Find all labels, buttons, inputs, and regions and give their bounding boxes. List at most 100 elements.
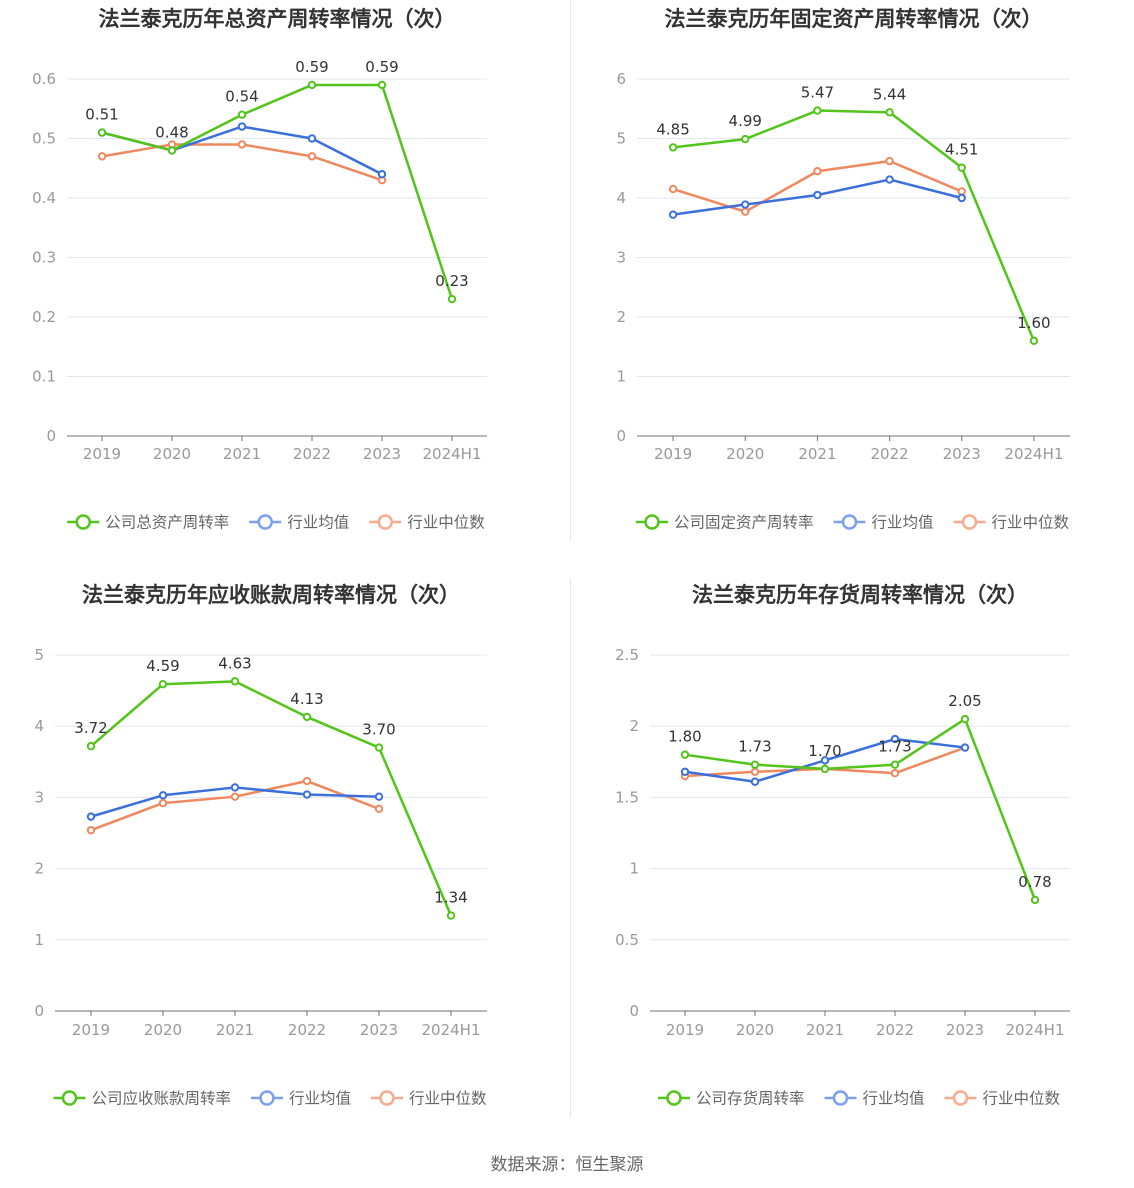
- data-point-industry_median: [813, 167, 822, 176]
- x-tick-label: 2023: [360, 1021, 398, 1039]
- data-label: 4.13: [290, 690, 323, 708]
- x-tick-label: 2020: [153, 445, 191, 463]
- data-label: 1.60: [1017, 314, 1050, 332]
- legend-item-company: 公司存货周转率: [658, 1090, 805, 1108]
- data-point-industry_avg: [890, 734, 900, 744]
- x-tick-label: 2020: [736, 1021, 774, 1039]
- x-tick-label: 2019: [72, 1021, 110, 1039]
- chart-title: 法兰泰克历年应收账款周转率情况（次）: [82, 583, 460, 607]
- series-line-company: [672, 109, 1036, 342]
- data-point-company: [167, 146, 177, 155]
- legend-marker: [257, 514, 273, 530]
- legend-item-industry-median: 行业中位数: [944, 1090, 1061, 1108]
- data-label: 1.73: [878, 738, 911, 756]
- data-source-note: 数据来源：恒生聚源: [490, 1155, 644, 1175]
- legend-label: 公司总资产周转率: [105, 514, 229, 532]
- series-line-company: [101, 83, 454, 300]
- legend-marker: [644, 514, 660, 530]
- data-label: 4.99: [729, 112, 762, 130]
- data-point-company: [1030, 895, 1040, 905]
- legend-marker: [952, 1090, 969, 1106]
- legend-label: 行业均值: [289, 1090, 351, 1108]
- chart-svg: 法兰泰克历年固定资产周转率情况（次） 0 1 2 3 4 5 6 2019 2020 2021 202…: [616, 7, 1070, 532]
- x-tick-label: 2021: [806, 1021, 844, 1039]
- legend-item-industry-avg: 行业均值: [833, 514, 934, 532]
- data-point-company: [750, 760, 760, 769]
- vertical-divider-top: [570, 0, 571, 540]
- data-label: 0.51: [85, 106, 118, 124]
- legend-marker: [61, 1090, 78, 1106]
- data-point-industry_median: [885, 156, 894, 166]
- data-point-industry_avg: [741, 200, 750, 209]
- y-tick-label: 0.1: [32, 368, 56, 386]
- data-point-industry_median: [237, 140, 247, 149]
- chart-svg: 法兰泰克历年应收账款周转率情况（次） 0 1 2 3 4 5 2019 2020 2021 2022…: [34, 583, 487, 1108]
- data-point-industry_avg: [813, 190, 822, 200]
- data-point-company: [820, 764, 830, 774]
- y-tick-label: 0.5: [32, 130, 56, 148]
- data-point-company: [374, 743, 384, 752]
- data-point-industry_avg: [307, 134, 317, 143]
- legend-item-industry-avg: 行业均值: [251, 1090, 351, 1108]
- y-tick-label: 2: [616, 308, 626, 326]
- y-tick-label: 2: [629, 717, 639, 735]
- data-point-company: [158, 679, 168, 689]
- x-tick-label: 2019: [654, 445, 692, 463]
- legend-marker: [259, 1090, 275, 1106]
- data-label: 4.63: [218, 654, 251, 672]
- data-point-industry_median: [668, 184, 678, 194]
- x-tick-label: 2021: [798, 445, 836, 463]
- x-tick-label: 2021: [223, 445, 261, 463]
- chart-svg: 法兰泰克历年总资产周转率情况（次） 0 0.1 0.2 0.3 0.4 0.5 0.6 2019…: [32, 7, 487, 532]
- data-point-industry_median: [230, 792, 240, 801]
- data-point-industry_avg: [885, 175, 894, 184]
- legend-marker: [379, 1090, 395, 1106]
- data-point-industry_avg: [374, 792, 384, 801]
- data-point-industry_median: [86, 825, 96, 835]
- data-point-company: [446, 911, 456, 920]
- x-tick-label: 2022: [876, 1021, 914, 1039]
- y-tick-label: 3: [616, 249, 626, 267]
- data-point-company: [960, 714, 970, 724]
- x-tick-label: 2024H1: [1006, 1021, 1065, 1039]
- data-label: 0.59: [295, 58, 328, 76]
- y-tick-label: 0: [34, 1002, 44, 1020]
- y-tick-label: 2: [34, 860, 44, 878]
- legend-item-company: 公司应收账款周转率: [53, 1089, 232, 1108]
- y-tick-label: 1: [629, 860, 639, 878]
- data-point-industry_avg: [86, 812, 96, 821]
- y-tick-label: 0.5: [615, 931, 639, 949]
- y-tick-label: 3: [34, 788, 44, 806]
- legend-marker: [75, 514, 91, 530]
- legend-item-industry-avg: 行业均值: [249, 514, 349, 532]
- x-tick-label: 2022: [288, 1021, 326, 1039]
- x-tick-label: 2024H1: [423, 445, 482, 463]
- legend-label: 行业均值: [287, 514, 349, 532]
- legend-label: 行业中位数: [407, 514, 485, 532]
- legend-label: 公司应收账款周转率: [92, 1089, 232, 1108]
- data-label: 2.05: [948, 692, 981, 710]
- data-point-company: [957, 163, 966, 172]
- data-label: 0.59: [365, 58, 398, 76]
- chart-panel-fixed-asset-turnover: 法兰泰克历年固定资产周转率情况（次） 0 1 2 3 4 5 6 2019 2020 2021 202…: [0, 0, 1134, 560]
- data-point-industry_avg: [158, 791, 168, 800]
- data-label: 3.70: [362, 721, 395, 739]
- data-point-industry_median: [750, 767, 760, 776]
- data-label: 1.80: [668, 728, 701, 746]
- data-label: 1.73: [738, 738, 771, 756]
- y-tick-label: 1: [34, 931, 44, 949]
- y-tick-label: 6: [616, 70, 626, 88]
- data-point-industry_avg: [750, 777, 760, 786]
- data-point-industry_median: [158, 798, 168, 808]
- data-point-company: [237, 110, 247, 119]
- y-tick-label: 0.2: [32, 308, 56, 326]
- y-tick-label: 0: [629, 1002, 639, 1020]
- legend-item-industry-median: 行业中位数: [369, 514, 485, 532]
- chart-panel-total-asset-turnover: 法兰泰克历年总资产周转率情况（次） 0 0.1 0.2 0.3 0.4 0.5 0.6 2019…: [0, 0, 567, 560]
- data-point-industry_median: [97, 152, 107, 161]
- chart-panel-receivables-turnover: 法兰泰克历年应收账款周转率情况（次） 0 1 2 3 4 5 2019 2020 2021 2022…: [0, 0, 567, 1130]
- data-label: 0.54: [225, 88, 258, 106]
- y-tick-label: 2.5: [615, 646, 639, 664]
- data-point-company: [86, 741, 96, 751]
- series-line-company: [90, 680, 453, 917]
